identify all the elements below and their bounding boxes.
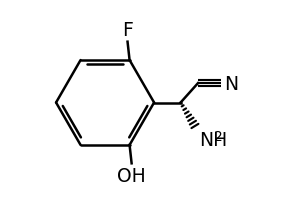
- Text: OH: OH: [117, 166, 146, 185]
- Text: F: F: [122, 21, 133, 40]
- Text: 2: 2: [214, 129, 223, 143]
- Text: N: N: [224, 74, 238, 93]
- Text: NH: NH: [199, 130, 227, 149]
